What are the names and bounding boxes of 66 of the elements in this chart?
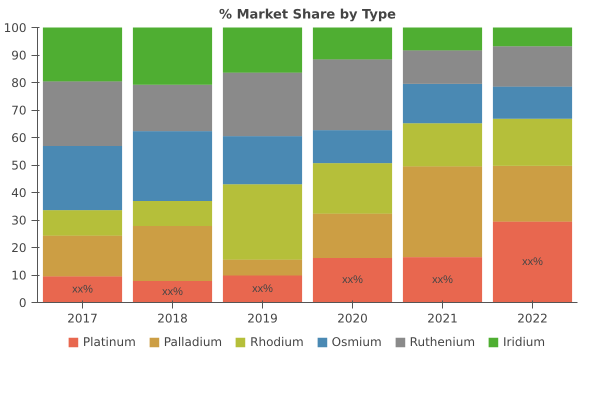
data-label: xx% — [162, 286, 184, 298]
x-tick-label: 2020 — [337, 312, 368, 326]
y-tick-label: 20 — [11, 241, 27, 255]
bar — [132, 28, 212, 85]
bar — [402, 84, 482, 124]
bar — [222, 28, 302, 73]
bar — [492, 86, 572, 119]
legend-label: Rhodium — [250, 335, 304, 349]
bar — [132, 281, 212, 302]
bar — [132, 226, 212, 282]
bar — [402, 50, 482, 84]
y-tick-label: 0 — [18, 296, 27, 310]
y-tick-label: 30 — [11, 214, 27, 228]
x-tick-label: 2017 — [67, 312, 98, 326]
bar — [312, 130, 392, 164]
y-tick-label: 80 — [11, 76, 27, 90]
x-tick-label: 2019 — [247, 312, 278, 326]
data-label: xx% — [432, 274, 454, 286]
y-tick-label: 60 — [11, 131, 27, 145]
bar — [132, 84, 212, 132]
bar — [492, 46, 572, 87]
bar — [402, 257, 482, 302]
bar — [222, 72, 302, 136]
x-tick-label: 2022 — [517, 312, 548, 326]
bar — [312, 214, 392, 258]
bar — [402, 166, 482, 258]
y-tick-label: 70 — [11, 104, 27, 118]
y-tick-label: 100 — [4, 21, 26, 35]
y-tick-label: 90 — [11, 48, 27, 62]
data-label: xx% — [72, 283, 94, 296]
bar — [42, 276, 122, 302]
bar — [402, 123, 482, 166]
x-tick-label: 2018 — [157, 312, 188, 326]
bar — [42, 236, 122, 276]
bar — [42, 81, 122, 146]
bar — [492, 118, 572, 166]
bar — [312, 28, 392, 60]
bar — [42, 28, 122, 82]
bar — [312, 59, 392, 130]
bar — [222, 184, 302, 260]
y-tick-label: 10 — [11, 268, 27, 282]
bar — [312, 258, 392, 302]
bar — [492, 222, 572, 302]
legend-label: Iridium — [503, 335, 546, 349]
data-label: xx% — [522, 256, 544, 268]
legend-label: Palladium — [164, 335, 222, 349]
bar — [402, 28, 482, 50]
legend-label: Ruthenium — [410, 335, 476, 349]
bar — [492, 166, 572, 222]
y-tick-label: 40 — [11, 186, 27, 200]
bar — [132, 201, 212, 226]
bar — [132, 131, 212, 202]
x-tick-label: 2021 — [427, 312, 458, 326]
data-label: xx% — [342, 274, 364, 286]
bar — [222, 276, 302, 302]
bar — [42, 146, 122, 210]
chart-title: % Market Share by Type — [219, 8, 396, 22]
legend-label: Osmium — [332, 335, 382, 349]
bar — [312, 163, 392, 214]
data-label: xx% — [252, 283, 274, 296]
legend-label: Platinum — [82, 335, 136, 349]
bar — [222, 260, 302, 276]
bar — [492, 28, 572, 46]
bar — [42, 210, 122, 236]
bar — [222, 136, 302, 184]
y-tick-label: 50 — [11, 158, 27, 172]
